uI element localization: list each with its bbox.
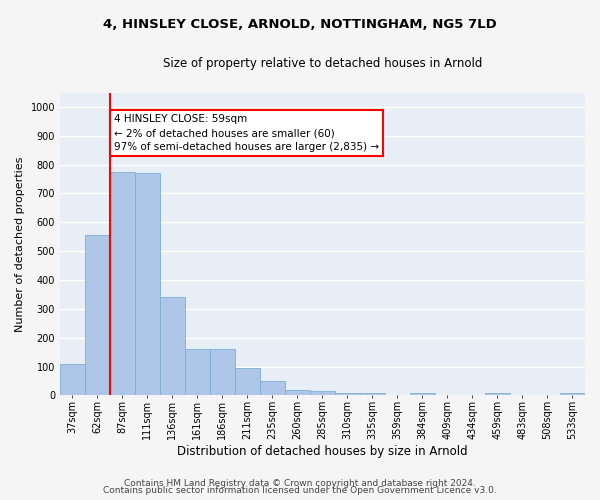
Text: 4 HINSLEY CLOSE: 59sqm
← 2% of detached houses are smaller (60)
97% of semi-deta: 4 HINSLEY CLOSE: 59sqm ← 2% of detached …	[113, 114, 379, 152]
Bar	[160, 298, 185, 396]
Y-axis label: Number of detached properties: Number of detached properties	[15, 156, 25, 332]
Text: 4, HINSLEY CLOSE, ARNOLD, NOTTINGHAM, NG5 7LD: 4, HINSLEY CLOSE, ARNOLD, NOTTINGHAM, NG…	[103, 18, 497, 30]
Bar	[235, 368, 260, 396]
Bar	[410, 392, 435, 396]
Bar	[560, 392, 585, 396]
Bar	[85, 236, 110, 396]
Bar	[110, 172, 135, 396]
Bar	[260, 381, 285, 396]
Text: Contains public sector information licensed under the Open Government Licence v3: Contains public sector information licen…	[103, 486, 497, 495]
Text: Contains HM Land Registry data © Crown copyright and database right 2024.: Contains HM Land Registry data © Crown c…	[124, 478, 476, 488]
Bar	[210, 349, 235, 396]
X-axis label: Distribution of detached houses by size in Arnold: Distribution of detached houses by size …	[177, 444, 468, 458]
Bar	[60, 364, 85, 396]
Title: Size of property relative to detached houses in Arnold: Size of property relative to detached ho…	[163, 58, 482, 70]
Bar	[335, 392, 360, 396]
Bar	[185, 349, 210, 396]
Bar	[285, 390, 310, 396]
Bar	[135, 174, 160, 396]
Bar	[485, 392, 510, 396]
Bar	[360, 392, 385, 396]
Bar	[310, 391, 335, 396]
